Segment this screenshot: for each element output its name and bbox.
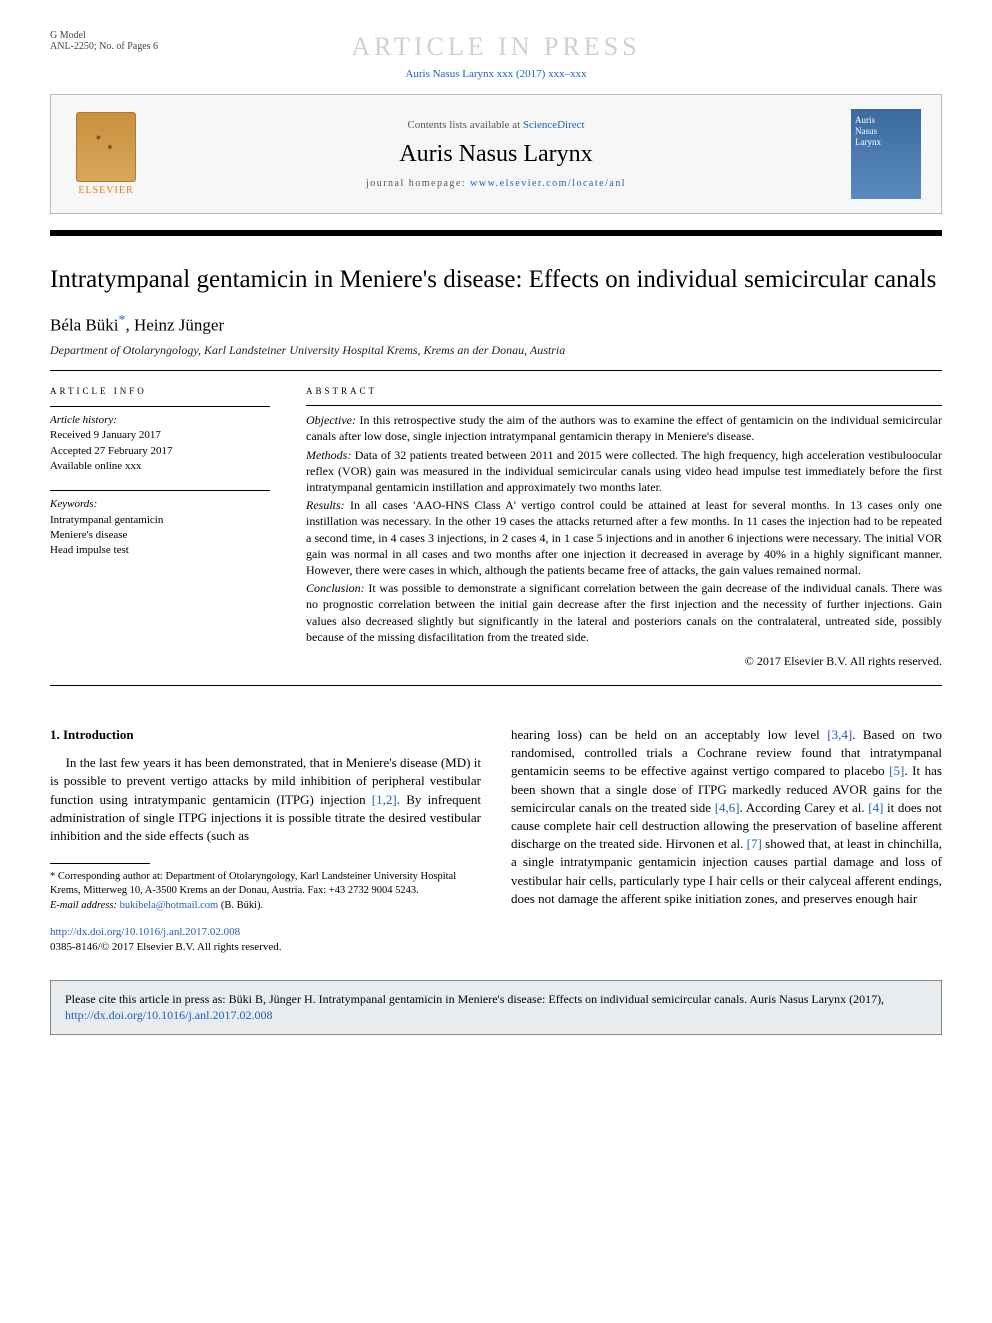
- available-online: Available online xxx: [50, 459, 270, 474]
- col2-text-a: hearing loss) can be held on an acceptab…: [511, 727, 827, 742]
- ref-link-34[interactable]: [3,4]: [827, 727, 852, 742]
- objective-text: In this retrospective study the aim of t…: [306, 413, 942, 443]
- header-center: Contents lists available at ScienceDirec…: [161, 119, 831, 189]
- section-title: Introduction: [60, 727, 134, 742]
- methods-label: Methods:: [306, 448, 351, 462]
- author-sep: ,: [125, 315, 134, 334]
- contents-prefix: Contents lists available at: [407, 119, 522, 131]
- homepage-prefix: journal homepage:: [366, 178, 470, 189]
- methods-text: Data of 32 patients treated between 2011…: [306, 448, 942, 494]
- ref-link-46[interactable]: [4,6]: [715, 800, 740, 815]
- ref-link-12[interactable]: [1,2]: [372, 792, 397, 807]
- cite-doi-link[interactable]: http://dx.doi.org/10.1016/j.anl.2017.02.…: [65, 1008, 272, 1022]
- keywords-label: Keywords:: [50, 498, 97, 510]
- title-rule: [50, 230, 942, 236]
- author-2: Heinz Jünger: [134, 315, 224, 334]
- results-label: Results:: [306, 498, 345, 512]
- article-info-column: ARTICLE INFO Article history: Received 9…: [50, 385, 270, 669]
- doi-link[interactable]: http://dx.doi.org/10.1016/j.anl.2017.02.…: [50, 926, 240, 938]
- section-heading-intro: 1. Introduction: [50, 726, 481, 744]
- info-rule-top: [50, 370, 942, 371]
- abstract-results: Results: In all cases 'AAO-HNS Class A' …: [306, 497, 942, 578]
- ref-link-5[interactable]: [5]: [889, 763, 904, 778]
- elsevier-logo: ELSEVIER: [71, 112, 141, 196]
- body-columns: 1. Introduction In the last few years it…: [50, 726, 942, 955]
- abstract-column: ABSTRACT Objective: In this retrospectiv…: [306, 385, 942, 669]
- journal-name: Auris Nasus Larynx: [161, 141, 831, 168]
- cover-text: Auris Nasus Larynx: [855, 115, 881, 147]
- abstract-conclusion: Conclusion: It was possible to demonstra…: [306, 580, 942, 645]
- elsevier-tree-icon: [76, 112, 136, 182]
- affiliation: Department of Otolaryngology, Karl Lands…: [50, 343, 942, 358]
- footnote-rule: [50, 863, 150, 864]
- keyword-3: Head impulse test: [50, 543, 270, 558]
- journal-cover-thumbnail: Auris Nasus Larynx: [851, 109, 921, 199]
- email-label: E-mail address:: [50, 900, 120, 911]
- abstract-methods: Methods: Data of 32 patients treated bet…: [306, 447, 942, 496]
- email-line: E-mail address: bukibela@hotmail.com (B.…: [50, 899, 481, 913]
- corr-label: * Corresponding author at:: [50, 871, 165, 882]
- conclusion-label: Conclusion:: [306, 581, 365, 595]
- received-date: Received 9 January 2017: [50, 428, 270, 443]
- article-history-label: Article history:: [50, 414, 117, 426]
- journal-reference: Auris Nasus Larynx xxx (2017) xxx–xxx: [50, 68, 942, 80]
- sciencedirect-link[interactable]: ScienceDirect: [523, 119, 585, 131]
- page: G Model ANL-2250; No. of Pages 6 ARTICLE…: [0, 0, 992, 1055]
- article-info-heading: ARTICLE INFO: [50, 385, 270, 398]
- corresponding-author-note: * Corresponding author at: Department of…: [50, 870, 481, 898]
- conclusion-text: It was possible to demonstrate a signifi…: [306, 581, 942, 644]
- footnotes-block: * Corresponding author at: Department of…: [50, 870, 481, 913]
- results-text: In all cases 'AAO-HNS Class A' vertigo c…: [306, 498, 942, 577]
- article-in-press-banner: ARTICLE IN PRESS: [50, 32, 942, 62]
- section-number: 1.: [50, 727, 60, 742]
- abstract-heading: ABSTRACT: [306, 385, 942, 397]
- accepted-date: Accepted 27 February 2017: [50, 444, 270, 459]
- keyword-1: Intratympanal gentamicin: [50, 513, 270, 528]
- author-1: Béla Büki: [50, 315, 118, 334]
- intro-paragraph-1-continued: hearing loss) can be held on an acceptab…: [511, 726, 942, 908]
- authors-line: Béla Büki*, Heinz Jünger: [50, 313, 942, 336]
- issn-copyright-line: 0385-8146/© 2017 Elsevier B.V. All right…: [50, 940, 481, 955]
- ref-link-4[interactable]: [4]: [868, 800, 883, 815]
- col2-text-d: . According Carey et al.: [740, 800, 869, 815]
- info-abstract-row: ARTICLE INFO Article history: Received 9…: [50, 385, 942, 686]
- keyword-2: Meniere's disease: [50, 528, 270, 543]
- email-suffix: (B. Büki).: [218, 900, 263, 911]
- ref-link-7[interactable]: [7]: [747, 836, 762, 851]
- homepage-link[interactable]: www.elsevier.com/locate/anl: [470, 178, 626, 189]
- objective-label: Objective:: [306, 413, 356, 427]
- info-subrule-1: [50, 406, 270, 407]
- email-link[interactable]: bukibela@hotmail.com: [120, 900, 219, 911]
- article-title: Intratympanal gentamicin in Meniere's di…: [50, 264, 942, 297]
- journal-homepage-line: journal homepage: www.elsevier.com/locat…: [161, 178, 831, 189]
- doi-block: http://dx.doi.org/10.1016/j.anl.2017.02.…: [50, 925, 481, 956]
- abstract-objective: Objective: In this retrospective study t…: [306, 412, 942, 444]
- body-column-left: 1. Introduction In the last few years it…: [50, 726, 481, 955]
- keywords-block: Keywords: Intratympanal gentamicin Menie…: [50, 490, 270, 559]
- cite-prefix: Please cite this article in press as: Bü…: [65, 992, 884, 1006]
- info-subrule-2: [50, 490, 270, 491]
- abstract-subrule: [306, 405, 942, 406]
- contents-available-line: Contents lists available at ScienceDirec…: [161, 119, 831, 131]
- body-column-right: hearing loss) can be held on an acceptab…: [511, 726, 942, 955]
- intro-paragraph-1: In the last few years it has been demons…: [50, 754, 481, 845]
- journal-header-box: ELSEVIER Contents lists available at Sci…: [50, 94, 942, 214]
- cite-this-article-box: Please cite this article in press as: Bü…: [50, 980, 942, 1036]
- abstract-copyright: © 2017 Elsevier B.V. All rights reserved…: [306, 653, 942, 669]
- elsevier-label: ELSEVIER: [78, 185, 133, 196]
